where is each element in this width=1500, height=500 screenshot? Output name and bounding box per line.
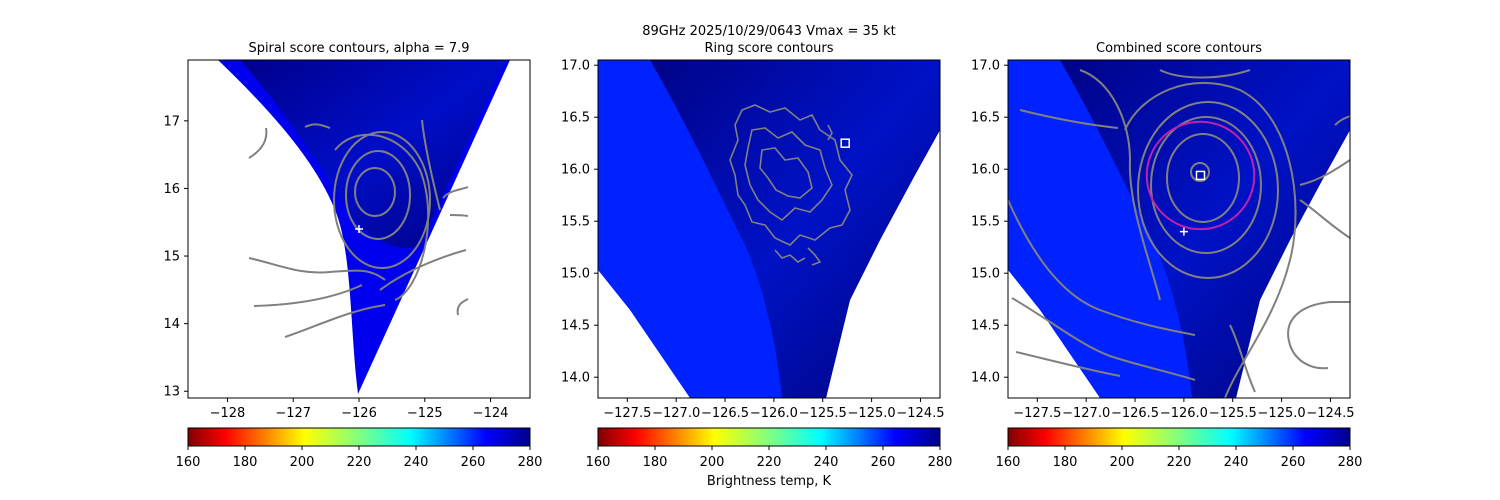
x-tick-label: −124 bbox=[473, 406, 509, 421]
y-tick-label: 14.0 bbox=[971, 371, 1000, 386]
x-tick-label: −126.5 bbox=[701, 406, 749, 421]
panel-spiral-markers bbox=[355, 225, 363, 233]
panel-combined-frame bbox=[1007, 59, 1351, 399]
x-tick-label: −128 bbox=[210, 406, 246, 421]
center-square-marker bbox=[840, 138, 850, 148]
panel-ring-frame bbox=[597, 59, 941, 399]
ring-swath-dark bbox=[650, 60, 940, 398]
y-tick-label: 14.5 bbox=[561, 319, 590, 334]
x-tick-label: −126.0 bbox=[750, 406, 798, 421]
colorbar-spiral-ramp bbox=[187, 427, 531, 447]
y-tick-label: 15 bbox=[163, 250, 180, 265]
x-tick-label: −124.5 bbox=[1306, 406, 1354, 421]
y-tick-label: 14 bbox=[163, 317, 180, 332]
y-tick-label: 15.0 bbox=[971, 267, 1000, 282]
center-plus-marker bbox=[1179, 227, 1188, 236]
colorbar-tick-label: 260 bbox=[1281, 455, 1306, 470]
panel-ring: Ring score contours −127.5 −127.0 −126.5 −1… bbox=[561, 41, 944, 421]
x-tick-label: −126.0 bbox=[1160, 406, 1208, 421]
colorbar-tick-label: 200 bbox=[1110, 455, 1135, 470]
x-tick-label: −127.5 bbox=[1013, 406, 1061, 421]
colorbar-spiral-ticks: 160 180 200 220 240 260 280 bbox=[176, 446, 543, 470]
colorbar-tick-label: 160 bbox=[586, 455, 611, 470]
colorbar-tick-label: 200 bbox=[700, 455, 725, 470]
y-tick-label: 16.0 bbox=[971, 163, 1000, 178]
combined-max-ring bbox=[1145, 120, 1256, 231]
x-tick-label: −125.0 bbox=[848, 406, 896, 421]
combined-contours bbox=[1008, 69, 1350, 398]
y-tick-label: 17.0 bbox=[971, 59, 1000, 74]
colorbar-tick-label: 220 bbox=[1167, 455, 1192, 470]
panel-ring-axes: −127.5 −127.0 −126.5 −126.0 −125.5 −125.0 −124… bbox=[561, 59, 944, 421]
y-tick-label: 15.5 bbox=[971, 215, 1000, 230]
x-tick-label: −127.0 bbox=[1062, 406, 1110, 421]
y-tick-label: 15.0 bbox=[561, 267, 590, 282]
y-tick-label: 16.5 bbox=[561, 111, 590, 126]
panel-combined-axes: −127.5 −127.0 −126.5 −126.0 −125.5 −125.0 −124… bbox=[971, 59, 1354, 421]
colorbar-tick-label: 260 bbox=[871, 455, 896, 470]
panel-spiral-axes: −128 −127 −126 −125 −124 13 14 15 16 17 bbox=[163, 114, 508, 421]
colorbar-combined: 160 180 200 220 240 260 280 bbox=[996, 427, 1363, 470]
ring-contours bbox=[729, 104, 853, 266]
colorbar-tick-label: 160 bbox=[996, 455, 1021, 470]
center-square-marker bbox=[1195, 170, 1206, 181]
colorbar-label: Brightness temp, K bbox=[707, 474, 832, 489]
colorbar-tick-label: 220 bbox=[347, 455, 372, 470]
spiral-contours bbox=[248, 119, 469, 338]
x-tick-label: −127 bbox=[275, 406, 311, 421]
y-tick-label: 17.0 bbox=[561, 59, 590, 74]
colorbar-ring-ticks: 160 180 200 220 240 260 280 bbox=[586, 446, 953, 470]
x-tick-label: −125.5 bbox=[799, 406, 847, 421]
colorbar-tick-label: 180 bbox=[643, 455, 668, 470]
y-tick-label: 16.0 bbox=[561, 163, 590, 178]
x-tick-label: −124.5 bbox=[896, 406, 944, 421]
x-tick-label: −127.0 bbox=[652, 406, 700, 421]
x-tick-label: −125.0 bbox=[1258, 406, 1306, 421]
colorbar-tick-label: 180 bbox=[233, 455, 258, 470]
colorbar-ring: 160 180 200 220 240 260 280 Brightness temp, K bbox=[586, 427, 953, 489]
colorbar-tick-label: 260 bbox=[461, 455, 486, 470]
y-tick-label: 13 bbox=[163, 385, 180, 400]
colorbar-tick-label: 200 bbox=[290, 455, 315, 470]
figure-suptitle: 89GHz 2025/10/29/0643 Vmax = 35 kt bbox=[642, 24, 896, 39]
colorbar-tick-label: 280 bbox=[518, 455, 543, 470]
y-tick-label: 14.0 bbox=[561, 371, 590, 386]
panel-combined: Combined score contours bbox=[971, 41, 1354, 421]
panel-ring-markers bbox=[840, 138, 850, 148]
y-tick-label: 17 bbox=[163, 114, 180, 129]
panel-spiral: Spiral score contours, alpha = 7.9 bbox=[163, 41, 531, 421]
x-tick-label: −125.5 bbox=[1209, 406, 1257, 421]
y-tick-label: 16 bbox=[163, 182, 180, 197]
colorbar-combined-ramp bbox=[1007, 427, 1351, 447]
x-tick-label: −127.5 bbox=[603, 406, 651, 421]
colorbar-tick-label: 280 bbox=[1338, 455, 1363, 470]
x-tick-label: −126 bbox=[341, 406, 377, 421]
panel-combined-title: Combined score contours bbox=[1096, 41, 1262, 56]
y-tick-label: 15.5 bbox=[561, 215, 590, 230]
colorbar-spiral: 160 180 200 220 240 260 280 bbox=[176, 427, 543, 470]
panel-ring-title: Ring score contours bbox=[704, 41, 833, 56]
colorbar-tick-label: 240 bbox=[1224, 455, 1249, 470]
panel-spiral-title: Spiral score contours, alpha = 7.9 bbox=[248, 41, 469, 56]
x-tick-label: −126.5 bbox=[1111, 406, 1159, 421]
colorbar-ring-ramp bbox=[597, 427, 941, 447]
x-tick-label: −125 bbox=[407, 406, 443, 421]
colorbar-tick-label: 160 bbox=[176, 455, 201, 470]
colorbar-tick-label: 240 bbox=[404, 455, 429, 470]
panel-combined-markers bbox=[1179, 170, 1206, 236]
colorbar-tick-label: 240 bbox=[814, 455, 839, 470]
colorbar-tick-label: 280 bbox=[928, 455, 953, 470]
y-tick-label: 16.5 bbox=[971, 111, 1000, 126]
y-tick-label: 14.5 bbox=[971, 319, 1000, 334]
colorbar-tick-label: 220 bbox=[757, 455, 782, 470]
colorbar-combined-ticks: 160 180 200 220 240 260 280 bbox=[996, 446, 1363, 470]
colorbar-tick-label: 180 bbox=[1053, 455, 1078, 470]
center-plus-marker bbox=[355, 225, 363, 233]
